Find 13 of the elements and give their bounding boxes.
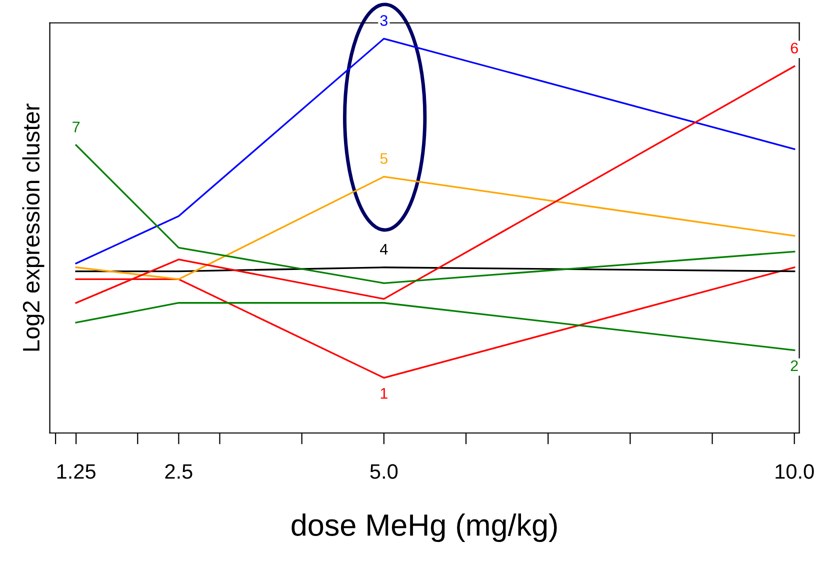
x-tick-label: 2.5: [165, 464, 192, 479]
series-label: 3: [380, 15, 388, 26]
x-axis-title: dose MeHg (mg/kg): [292, 514, 557, 542]
series-label: 1: [380, 388, 388, 399]
series-label: 4: [380, 244, 388, 254]
series-label: 2: [790, 360, 798, 371]
x-tick-label: 10.0: [776, 464, 814, 479]
series-label: 6: [790, 42, 798, 54]
y-axis-title: Log2 expression cluster: [22, 104, 44, 351]
series-label: 7: [72, 122, 80, 132]
x-tick-label: 5.0: [370, 464, 398, 479]
x-tick-label: 1.25: [57, 464, 96, 479]
series-label: 5: [380, 153, 388, 164]
